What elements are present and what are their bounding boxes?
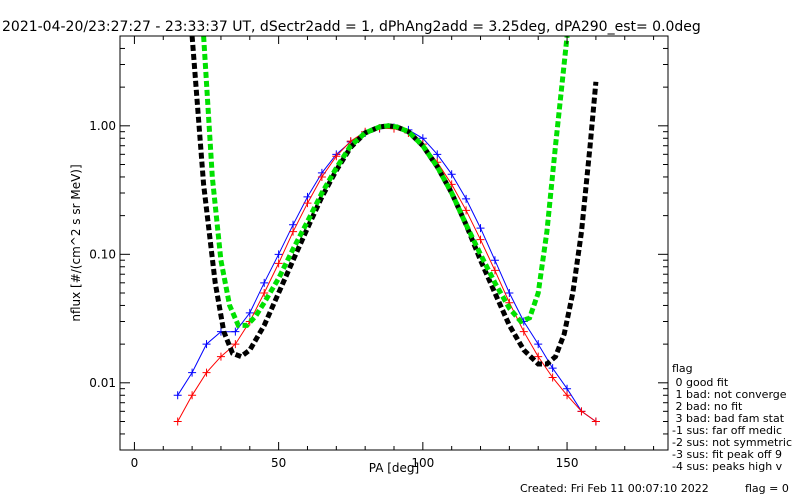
x-tick-label: 100 [411,456,434,470]
data-point [490,256,499,265]
legend-item: 3 bad: bad fam stat [672,412,785,425]
axes: 0 50 100 150 0.01 0.10 1.00 [89,35,668,470]
data-point [332,152,341,161]
data-point [202,340,211,349]
legend: flag 0 good fit 1 bad: not converge 2 ba… [672,362,792,473]
plot-data [173,36,600,426]
data-point [202,368,211,377]
data-point [188,391,197,400]
series-line [201,36,570,328]
data-point [447,170,456,179]
x-tick-label: 150 [556,456,579,470]
data-point [173,391,182,400]
data-point [534,340,543,349]
data-point [289,227,298,236]
y-tick-label: 0.01 [89,376,116,390]
x-axis-label: PA [deg] [369,461,419,475]
data-point [534,352,543,361]
data-point [490,266,499,275]
data-point [476,235,485,244]
series-line [177,126,597,422]
legend-item: -4 sus: peaks high v [672,460,783,473]
legend-title: flag [672,362,693,375]
series-line [177,127,597,422]
legend-item: -3 sus: fit peak off 9 [672,448,782,461]
data-point [260,288,269,297]
data-point [317,172,326,181]
data-point [433,150,442,159]
data-point [505,288,514,297]
data-point [591,417,600,426]
data-point [548,364,557,373]
data-point [519,327,528,336]
chart-title: 2021-04-20/23:27:27 - 23:33:37 UT, dSect… [2,19,701,35]
created-timestamp: Created: Fri Feb 11 00:07:10 2022 [520,482,709,495]
data-point [274,250,283,259]
data-point [274,259,283,268]
data-point [303,199,312,208]
legend-item: 2 bad: no fit [672,400,743,413]
data-point [462,194,471,203]
x-tick-label: 50 [271,456,286,470]
data-point [231,327,240,336]
data-point [462,206,471,215]
legend-item: -2 sus: not symmetric [672,436,792,449]
y-tick-label: 0.10 [89,247,116,261]
y-tick-label: 1.00 [89,119,116,133]
data-point [548,373,557,382]
data-point [289,220,298,229]
data-point [245,308,254,317]
data-point [563,391,572,400]
x-tick-label: 0 [131,456,139,470]
data-point [231,340,240,349]
plot-frame [119,35,669,451]
data-point [260,278,269,287]
data-point [577,407,586,416]
data-point [476,224,485,233]
data-point [173,417,182,426]
data-point [216,352,225,361]
legend-item: 1 bad: not converge [672,388,787,401]
y-axis-label: nflux [#/(cm^2 s sr MeV)] [69,164,83,321]
data-point [188,368,197,377]
flag-value: flag = 0 [745,482,789,495]
legend-item: -1 sus: far off medic [672,424,782,437]
legend-item: 0 good fit [672,376,729,389]
